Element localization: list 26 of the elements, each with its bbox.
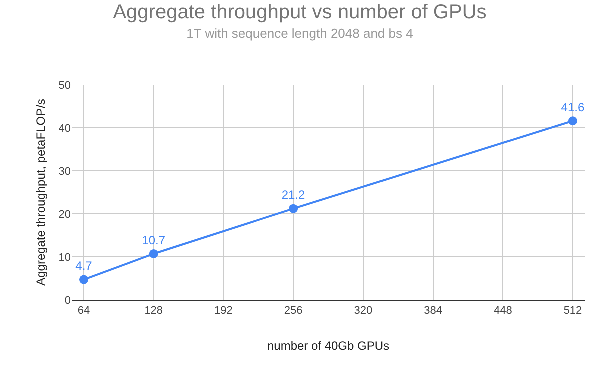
x-tick-label: 320: [354, 305, 373, 318]
data-label: 4.7: [76, 259, 93, 274]
x-tick-label: 192: [214, 305, 233, 318]
chart-subtitle: 1T with sequence length 2048 and bs 4: [186, 26, 414, 42]
y-axis-title: Aggregate throughput, petaFLOP/s: [34, 99, 48, 286]
data-label: 10.7: [142, 233, 166, 248]
x-tick-label: 384: [424, 305, 442, 318]
x-tick-label: 64: [78, 305, 90, 318]
y-tick-label: 0: [64, 294, 71, 307]
data-label: 41.6: [561, 100, 585, 114]
point: [289, 204, 298, 214]
point: [568, 116, 578, 126]
x-tick-label: 512: [564, 305, 582, 318]
chart-title: Aggregate throughput vs number of GPUs: [113, 2, 487, 24]
x-tick-label: 256: [284, 305, 303, 318]
y-tick-label: 20: [58, 208, 71, 221]
y-tick-label: 40: [58, 122, 71, 135]
point: [149, 249, 158, 258]
y-tick-label: 30: [58, 166, 71, 178]
point: [80, 275, 89, 284]
x-tick-label: 128: [144, 305, 164, 318]
x-tick-label: 448: [494, 305, 512, 318]
y-tick-label: 50: [58, 80, 71, 92]
y-tick-label: 10: [58, 252, 71, 264]
data-label: 21.2: [282, 188, 306, 202]
x-axis-title: number of 40Gb GPUs: [267, 339, 390, 354]
